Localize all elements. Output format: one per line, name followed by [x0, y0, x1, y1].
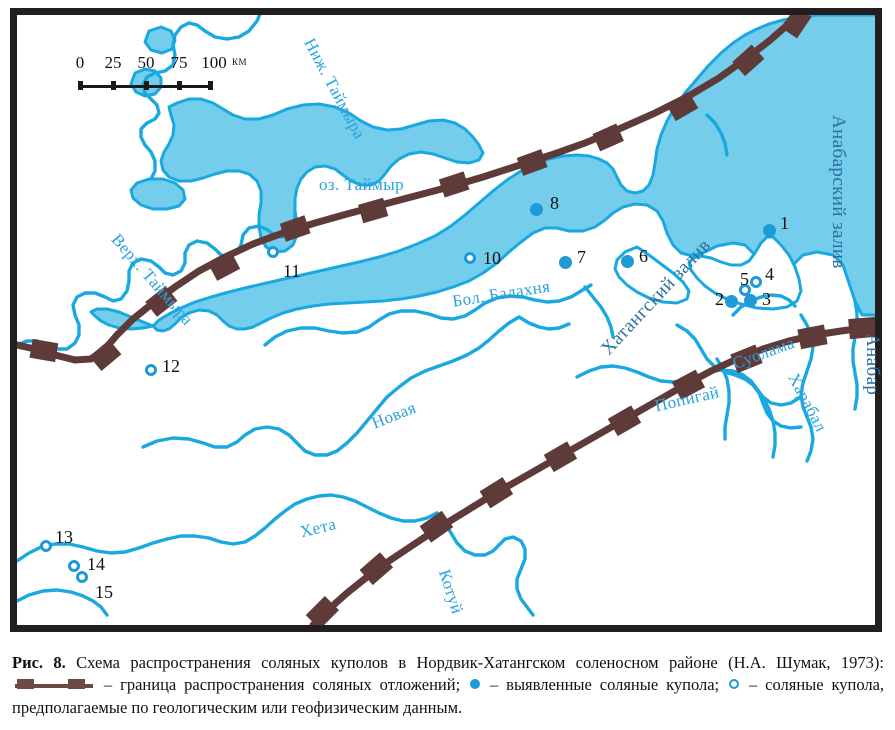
scale-ruler-tick-3	[177, 81, 182, 90]
salt-dome-label-13: 13	[55, 527, 73, 547]
salt-dome-label-5: 5	[740, 269, 749, 289]
lake-taimyr	[159, 97, 485, 254]
scale-tick-25: 25	[104, 53, 122, 72]
river-gulf-feeder-b	[517, 315, 571, 331]
salt-dome-label-10: 10	[483, 248, 501, 268]
scale-tick-0: 0	[75, 53, 85, 72]
legend-boundary-text: – граница распространения соляных отложе…	[103, 675, 461, 695]
salt-dome-label-2: 2	[715, 289, 724, 309]
salt-dome-label-8: 8	[550, 193, 559, 213]
legend-open-text: – соляные купола, предполагаемые по геол…	[12, 675, 885, 717]
salt-dome-5[interactable]	[739, 284, 751, 296]
scale-bar: 0 25 50 75 100 км	[72, 53, 262, 91]
river-anabar	[851, 299, 859, 411]
caption-source: (Н.А. Шумак, 1973):	[728, 653, 884, 672]
scale-ruler-tick-1	[111, 81, 116, 90]
salt-dome-3[interactable]	[744, 294, 757, 307]
salt-dome-4[interactable]	[750, 276, 762, 288]
lake-taimyr-lobe	[129, 177, 187, 211]
river-bolshaya-balakhnya	[263, 283, 593, 347]
salt-boundary-north	[17, 15, 812, 372]
river-tributary-ne-c	[761, 395, 777, 459]
scale-tick-50: 50	[137, 53, 155, 72]
map-frame: 0 25 50 75 100 км Ниж. Таймыра оз. Таймыр…	[10, 8, 883, 632]
gulf-inner-peninsula	[687, 235, 803, 311]
legend-open-dome-symbol	[729, 679, 740, 690]
river-kheta-branch	[17, 588, 109, 617]
river-verkhnyaya-taimyra	[17, 211, 297, 351]
salt-dome-label-1: 1	[780, 213, 789, 233]
scale-unit-label: км	[232, 53, 248, 68]
scale-tick-75: 75	[170, 53, 188, 72]
hydronym-label: Анабар	[862, 333, 883, 396]
salt-dome-label-11: 11	[283, 261, 301, 281]
salt-dome-1[interactable]	[763, 224, 776, 237]
scale-tick-100: 100	[201, 53, 227, 72]
legend-filled-dome-symbol	[470, 679, 481, 690]
river-novaya	[141, 315, 521, 457]
scale-ruler-tick-2	[144, 81, 149, 90]
river-tributary-ne-b	[715, 357, 731, 441]
salt-dome-label-15: 15	[95, 582, 113, 602]
river-nizhnyaya-taimyra	[139, 15, 262, 181]
salt-dome-label-4: 4	[765, 264, 774, 284]
scale-ruler	[72, 77, 262, 91]
caption-label: Рис. 8.	[12, 653, 66, 672]
salt-boundary-south-line	[309, 323, 875, 625]
salt-dome-6[interactable]	[621, 255, 634, 268]
salt-dome-8[interactable]	[530, 203, 543, 216]
salt-dome-label-7: 7	[577, 247, 586, 267]
hydronym-label: оз. Таймыр	[319, 175, 404, 194]
river-suolama	[675, 323, 803, 430]
salt-dome-13[interactable]	[40, 540, 52, 552]
river-kotuy	[435, 511, 535, 617]
figure-caption: Рис. 8. Схема распространения соляных ку…	[12, 652, 884, 719]
scale-ruler-tick-0	[78, 81, 83, 90]
scale-tick-labels: 0 25 50 75 100 км	[72, 53, 262, 75]
salt-dome-12[interactable]	[145, 364, 157, 376]
legend-filled-text: – выявленные соляные купола;	[490, 675, 720, 695]
salt-boundary-north-ticks	[29, 15, 812, 372]
river-north-stream	[705, 113, 729, 157]
salt-dome-7[interactable]	[559, 256, 572, 269]
salt-dome-label-12: 12	[162, 356, 180, 376]
hydronym-label: Анабарский залив	[828, 115, 849, 269]
legend-boundary-symbol	[15, 679, 93, 691]
salt-dome-label-3: 3	[762, 289, 771, 309]
salt-dome-label-14: 14	[87, 554, 105, 574]
salt-dome-2[interactable]	[725, 295, 738, 308]
river-gulf-feeder-a	[583, 285, 615, 339]
taimyra-river-widening-b	[143, 25, 177, 55]
river-kheta	[17, 493, 439, 563]
salt-dome-label-6: 6	[639, 246, 648, 266]
salt-boundary-south	[305, 316, 875, 625]
caption-title: Схема распространения соляных куполов в …	[76, 653, 718, 672]
gulf-southwest-tail	[89, 307, 155, 331]
salt-dome-11[interactable]	[267, 246, 279, 258]
salt-boundary-south-ticks	[305, 316, 875, 625]
salt-dome-14[interactable]	[68, 560, 80, 572]
scale-ruler-tick-4	[208, 81, 213, 90]
rivers	[17, 15, 859, 617]
map-canvas	[17, 15, 875, 625]
river-tributary-ne-a	[731, 293, 797, 317]
salt-dome-15[interactable]	[76, 571, 88, 583]
salt-dome-10[interactable]	[464, 252, 476, 264]
